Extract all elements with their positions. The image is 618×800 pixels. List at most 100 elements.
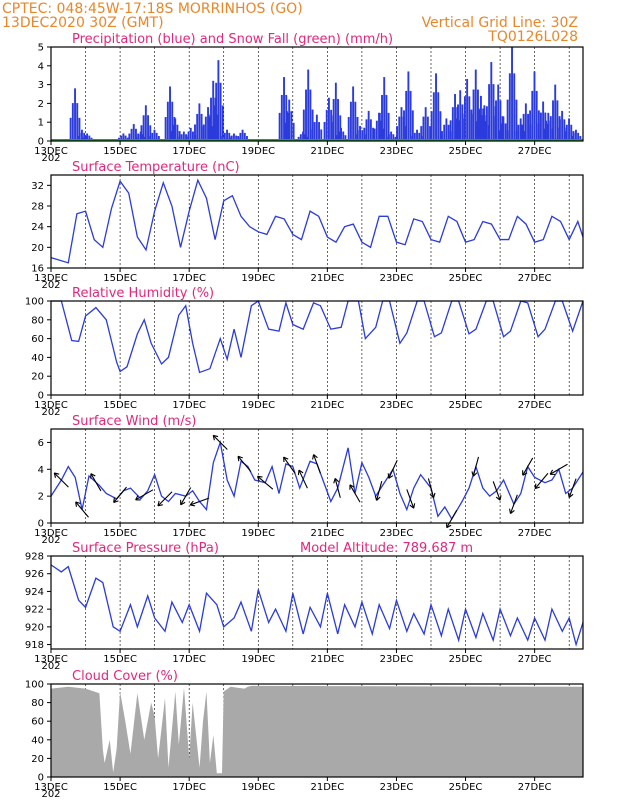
header-model-id: TQ0126L028 <box>487 29 578 45</box>
precip-bar <box>520 124 523 141</box>
precip-bar <box>349 101 352 141</box>
precip-bar <box>204 116 207 141</box>
precip-bar <box>445 118 448 141</box>
y-tick-label: 32 <box>31 181 44 192</box>
precip-bar <box>286 111 288 141</box>
wind-arrow <box>349 484 361 503</box>
precip-bar <box>86 133 89 141</box>
y-tick-label: 60 <box>31 717 44 728</box>
precip-bar <box>194 124 196 141</box>
y-tick-label: 4 <box>38 465 44 476</box>
precip-bar <box>132 124 135 141</box>
precip-bar <box>140 125 143 141</box>
precip-bar <box>413 132 416 141</box>
precip-bar <box>479 95 482 141</box>
precip-bar <box>176 124 179 141</box>
precip-bar <box>323 121 326 141</box>
wind-arrow <box>508 494 518 515</box>
precip-bar <box>522 113 525 141</box>
precip-bar <box>166 101 169 141</box>
precip-bar <box>198 103 201 141</box>
precip-bar <box>517 124 520 141</box>
precip-bar <box>196 113 199 141</box>
y-tick-label: 5 <box>38 43 44 54</box>
precip-bar <box>88 135 91 141</box>
precip-bar <box>367 110 370 141</box>
precip-bar <box>387 134 390 141</box>
y-tick-label: 922 <box>25 605 44 616</box>
x-tick-label: 15DEC <box>103 528 137 539</box>
series-line <box>50 564 584 647</box>
precip-bar <box>290 111 293 141</box>
precip-bar <box>490 62 493 141</box>
precip-bar <box>174 118 177 141</box>
y-tick-label: 4 <box>38 61 44 72</box>
precip-bar <box>418 132 421 141</box>
precip-bar <box>182 131 185 141</box>
precip-bar <box>563 119 566 141</box>
precip-bar <box>226 129 228 141</box>
precip-bar <box>513 73 516 141</box>
series-line <box>51 299 584 374</box>
precip-bar <box>454 94 456 141</box>
x-tick-label: 25DEC <box>449 528 483 539</box>
precip-bar <box>309 89 312 141</box>
x-tick-label: 19DEC <box>241 400 275 411</box>
y-tick-label: 0 <box>38 519 44 530</box>
x-tick-label: 27DEC <box>518 654 552 665</box>
precip-bar <box>457 104 459 141</box>
x-tick-label: 23DEC <box>380 146 414 157</box>
precip-bar <box>213 105 215 141</box>
y-tick-label: 0 <box>38 137 44 148</box>
x-tick-label: 23DEC <box>380 782 414 793</box>
precip-bar <box>135 128 137 141</box>
precip-bar <box>128 133 131 141</box>
y-tick-label: 24 <box>31 222 44 233</box>
precip-bar <box>470 109 473 141</box>
precip-bar <box>283 122 286 141</box>
precip-bar <box>556 100 559 141</box>
precip-bar <box>451 107 454 141</box>
precip-bar <box>359 125 361 141</box>
y-tick-label: 100 <box>25 680 44 691</box>
precip-bar <box>137 134 140 141</box>
panel-title: Relative Humidity (%) <box>72 286 214 301</box>
precip-bar <box>463 96 466 141</box>
precip-bar <box>130 128 133 141</box>
x-tick-label: 23DEC <box>380 528 414 539</box>
precip-bar <box>524 103 527 141</box>
precip-bar <box>502 116 505 141</box>
x-tick-label: 17DEC <box>172 400 206 411</box>
series-line <box>50 439 584 521</box>
x-tick-year-fragment: 202 <box>41 153 60 164</box>
plot-frame <box>50 683 584 778</box>
precip-bar <box>443 124 446 141</box>
precip-bar <box>495 100 497 141</box>
x-tick-label: 13DEC <box>34 146 68 157</box>
x-tick-label: 25DEC <box>449 146 483 157</box>
y-tick-label: 924 <box>25 587 44 598</box>
precip-bar <box>420 126 423 141</box>
y-tick-label: 2 <box>38 492 44 503</box>
precip-bar <box>365 119 368 141</box>
precip-bar <box>215 82 218 141</box>
y-tick-label: 16 <box>31 264 44 275</box>
precip-bar <box>387 112 390 141</box>
precip-bar <box>76 103 79 141</box>
wind-arrow <box>387 459 398 479</box>
x-tick-label: 21DEC <box>310 146 344 157</box>
precip-bar <box>499 100 502 141</box>
wind-arrow <box>549 463 568 475</box>
precip-bar <box>340 127 342 141</box>
precip-bar <box>241 129 244 141</box>
precip-bar <box>515 99 518 141</box>
x-tick-label: 17DEC <box>172 528 206 539</box>
x-tick-label: 21DEC <box>310 654 344 665</box>
y-tick-label: 80 <box>31 315 44 326</box>
precip-bar <box>508 73 511 141</box>
precip-bar <box>243 132 246 141</box>
precip-bar <box>76 136 79 141</box>
header-run-time: 13DEC2020 30Z (GMT) <box>2 15 164 31</box>
precip-bar <box>506 99 509 141</box>
precip-bar <box>334 82 337 141</box>
